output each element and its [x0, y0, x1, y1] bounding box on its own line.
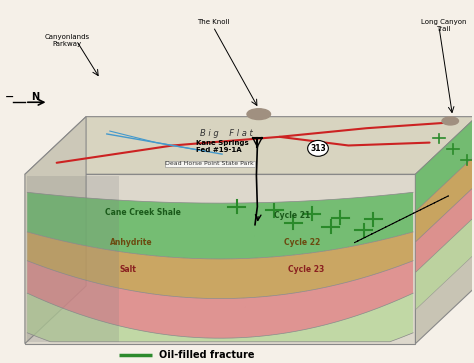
Polygon shape	[415, 154, 474, 242]
Text: The Knoll: The Knoll	[197, 19, 229, 25]
Polygon shape	[27, 293, 413, 342]
Polygon shape	[27, 261, 413, 338]
Polygon shape	[27, 176, 119, 342]
Text: Dead Horse Point State Park: Dead Horse Point State Park	[165, 161, 254, 166]
Polygon shape	[25, 174, 415, 344]
Text: Long Canyon
Trail: Long Canyon Trail	[421, 19, 466, 32]
Polygon shape	[415, 184, 474, 273]
Polygon shape	[25, 117, 474, 174]
Polygon shape	[415, 117, 474, 344]
Polygon shape	[27, 192, 413, 259]
Text: 313: 313	[310, 144, 326, 153]
Text: Kane Springs
Fed #19-1A: Kane Springs Fed #19-1A	[196, 140, 249, 153]
Polygon shape	[25, 117, 86, 344]
Ellipse shape	[442, 117, 458, 125]
Polygon shape	[415, 215, 474, 310]
Text: N: N	[31, 91, 39, 102]
Text: Canyonlands
Parkway: Canyonlands Parkway	[45, 34, 90, 47]
Text: Cycle 23: Cycle 23	[288, 265, 325, 274]
Circle shape	[308, 140, 328, 156]
Ellipse shape	[247, 109, 271, 119]
Text: Cane Creek Shale: Cane Creek Shale	[105, 208, 181, 217]
Text: Cycle 21: Cycle 21	[274, 211, 310, 220]
Polygon shape	[415, 117, 474, 212]
Text: Salt: Salt	[119, 265, 136, 274]
Text: Anhydrite: Anhydrite	[109, 238, 152, 247]
Text: Oil-filled fracture: Oil-filled fracture	[159, 350, 255, 360]
Text: Cycle 22: Cycle 22	[284, 238, 320, 247]
Text: −: −	[5, 91, 14, 102]
Text: B i g    F l a t: B i g F l a t	[200, 129, 253, 138]
Polygon shape	[27, 232, 413, 299]
